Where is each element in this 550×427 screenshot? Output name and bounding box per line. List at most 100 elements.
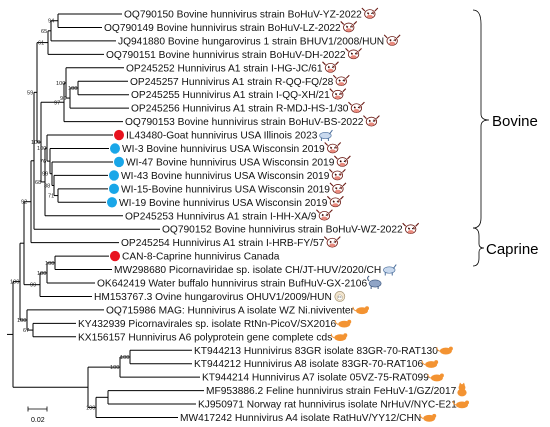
- taxon-label: HM153767.3 Ovine hungarovirus OHUV1/2009…: [94, 292, 332, 303]
- taxon-label: CAN-8-Caprine hunnivirus Canada: [122, 252, 280, 263]
- taxon-label: WI-43 Bovine hunnivirus USA Wisconsin 20…: [121, 171, 330, 182]
- bootstrap-value: 100: [17, 318, 26, 324]
- cat-icon: [457, 382, 467, 397]
- rat-icon: [352, 305, 370, 315]
- bootstrap-value: 100: [120, 355, 129, 361]
- rat-icon: [334, 319, 352, 329]
- bootstrap-value: 94: [48, 19, 54, 25]
- taxon-label: WI-19 Bovine hunnivirus USA Wisconsin 20…: [119, 198, 328, 209]
- bootstrap-value: 92: [21, 200, 27, 206]
- taxon-label: OK642419 Water buffalo hunnivirus strain…: [97, 279, 367, 290]
- cow-icon: [340, 20, 358, 33]
- bootstrap-value: 99: [30, 283, 36, 289]
- cow-icon: [347, 101, 365, 114]
- scale-bar: 0.02: [27, 406, 48, 424]
- cow-icon: [383, 34, 401, 46]
- rat-icon: [421, 359, 439, 369]
- taxa-labels: OQ790150 Bovine hunnivirus strain BoHuV-…: [78, 7, 470, 424]
- bootstrap-value: 100: [10, 280, 19, 286]
- bootstrap-value: 76: [40, 159, 46, 165]
- taxon-label: OQ790149 Bovine hunnivirus strain BoHuV-…: [104, 23, 341, 34]
- sheep-icon: [334, 290, 346, 302]
- cow-icon: [323, 236, 341, 248]
- bootstrap-value: 88: [44, 183, 50, 189]
- cow-icon: [315, 209, 333, 221]
- taxon-label: OP245254 Hunnivirus A1 strain I-HRB-FY/5…: [121, 238, 325, 249]
- isolate-marker: [110, 250, 120, 262]
- bootstrap-value: 90: [60, 96, 66, 102]
- isolate-marker: [109, 183, 119, 195]
- isolate-marker: [109, 170, 119, 181]
- taxon-label: KT944213 Hunnivirus 83GR isolate 83GR-70…: [194, 346, 438, 357]
- taxon-label: OQ790153 Bovine hunnivirus strain BoHuV-…: [125, 117, 364, 128]
- goat-icon: [319, 129, 333, 142]
- taxon-label: KT944214 Hunnivirus A7 isolate 05VZ-75-R…: [202, 373, 429, 384]
- taxon-label: OP245252 Hunnivirus A1 strain I-HG-JC/61: [126, 63, 323, 74]
- taxon-label: MW298680 Picornaviridae sp. isolate CH/J…: [114, 265, 381, 276]
- taxon-label: MW417242 Hunnivirus A4 isolate RatHuV/YY…: [180, 413, 421, 424]
- isolate-marker: [107, 197, 117, 208]
- taxon-label: OP245253 Hunnivirus A1 strain I-HH-XA/9: [125, 211, 317, 222]
- cow-icon: [344, 47, 363, 60]
- bootstrap-value: 59: [27, 90, 33, 96]
- bootstrap-value: 99: [42, 172, 48, 178]
- cow-icon: [333, 155, 351, 167]
- taxon-label: OQ715986 MAG: Hunnivirus A isolate WZ Ni…: [106, 305, 355, 316]
- bootstrap-value: 100: [110, 365, 119, 371]
- taxon-label: OQ790150 Bovine hunnivirus strain BoHuV-…: [124, 10, 362, 21]
- cow-icon: [328, 168, 346, 181]
- taxon-label: OQ790151 Bovine hunnivirus strain BoHuV-…: [106, 50, 346, 61]
- bootstrap-values: 9465611009010097718899761006810059921001…: [10, 19, 129, 412]
- taxon-label: OP245257 Hunnivirus A1 strain R-QQ-FQ/28: [130, 77, 334, 88]
- tree-branches: [7, 13, 204, 418]
- cow-icon: [326, 195, 344, 208]
- bootstrap-value: 65: [41, 29, 47, 35]
- bootstrap-value: 100: [68, 86, 77, 92]
- scale-bar-label: 0.02: [31, 417, 45, 424]
- taxon-label: OP245256 Hunnivirus A1 strain R-MDJ-HS-1…: [131, 104, 349, 115]
- bootstrap-value: 97: [54, 100, 60, 106]
- taxon-label: KY432939 Picornavirales sp. isolate RtNn…: [78, 319, 337, 330]
- rat-icon: [427, 373, 445, 382]
- rat-icon: [419, 413, 437, 423]
- cow-icon: [361, 7, 379, 19]
- isolate-marker: [114, 156, 124, 168]
- group-label-bovine: Bovine: [492, 113, 538, 130]
- cow-icon: [324, 141, 342, 154]
- bootstrap-value: 100: [56, 81, 65, 87]
- taxon-label: KX156157 Hunnivirus A6 polyprotein gene …: [78, 332, 332, 343]
- cow-icon: [362, 115, 380, 127]
- taxon-label: WI-47 Bovine hunnivirus USA Wisconsin 20…: [126, 157, 335, 168]
- isolate-marker: [114, 129, 124, 141]
- bootstrap-value: 100: [45, 261, 54, 267]
- taxon-label: OQ790152 Bovine hunnivirus strain BoHuV-…: [162, 225, 403, 236]
- bootstrap-value: 100: [37, 271, 46, 277]
- cow-icon: [329, 182, 347, 194]
- bootstrap-value: 68: [35, 180, 41, 186]
- bootstrap-value: 67: [23, 328, 29, 334]
- bovine-bracket: [472, 9, 490, 229]
- taxon-label: WI-3 Bovine hunnivirus USA Wisconsin 201…: [122, 144, 325, 155]
- cow-icon: [402, 222, 420, 235]
- taxon-label: WI-15-Bovine hunnivirus USA Wisconsin 20…: [121, 184, 330, 195]
- goat-icon: [382, 264, 397, 277]
- taxon-label: JQ941880 Bovine hungarovirus 1 strain BH…: [118, 36, 384, 47]
- isolate-marker: [110, 143, 120, 154]
- bootstrap-value: 100: [31, 140, 40, 146]
- taxon-label: OP245255 Hunnivirus A1 strain I-QQ-XH/21: [131, 90, 330, 101]
- taxon-label: KJ950971 Norway rat hunnivirus isolate N…: [198, 400, 457, 411]
- bootstrap-value: 100: [86, 405, 95, 411]
- bootstrap-value: 61: [38, 41, 44, 47]
- taxon-label: IL43480-Goat hunnivirus USA Illinois 202…: [126, 131, 318, 142]
- bootstrap-value: 100: [37, 146, 46, 152]
- taxon-label: MF953886.2 Feline hunnivirus strain FeHu…: [206, 386, 457, 397]
- rat-icon: [436, 346, 454, 355]
- bootstrap-value: 71: [48, 194, 54, 200]
- rat-icon: [330, 332, 348, 342]
- cow-icon: [329, 88, 347, 100]
- group-label-caprine: Caprine: [486, 241, 539, 258]
- cow-icon: [321, 61, 340, 73]
- cow-icon: [332, 74, 350, 87]
- taxon-label: KT944212 Hunnivirus A8 isolate 83GR-70-R…: [194, 359, 423, 370]
